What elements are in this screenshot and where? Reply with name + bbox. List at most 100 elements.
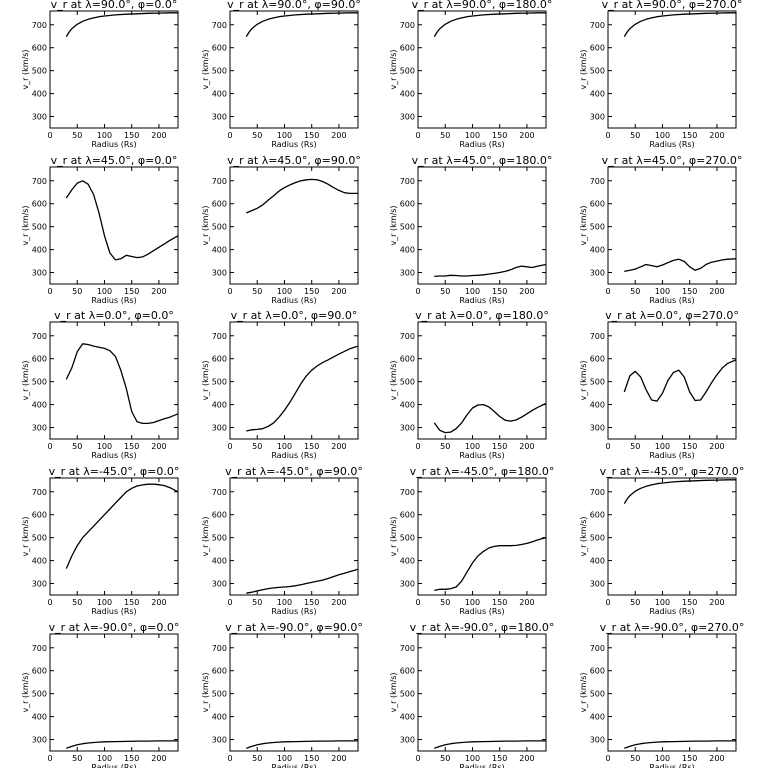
panel-title: v_r at λ=-45.0°, φ=180.0° [410, 465, 555, 478]
y-axis-label: v_r (km/s) [389, 49, 398, 89]
x-axis-label: Radius (Rs) [649, 140, 694, 149]
y-tick-label: 600 [590, 44, 605, 53]
y-tick-label: 600 [212, 355, 227, 364]
y-axis-label: v_r (km/s) [21, 205, 30, 245]
x-axis-label: Radius (Rs) [271, 763, 316, 768]
series-line [246, 568, 359, 594]
y-tick-label: 500 [212, 378, 227, 387]
x-tick-label: 0 [227, 754, 232, 763]
x-tick-label: 50 [252, 287, 262, 296]
y-axis-label: v_r (km/s) [21, 516, 30, 556]
y-tick-label: 300 [32, 113, 47, 122]
series-line [65, 483, 179, 569]
y-tick-label: 500 [32, 378, 47, 387]
x-tick-label: 0 [47, 598, 52, 607]
chart-panel: v_r at λ=-90.0°, φ=90.0° 0 50 100 150 200 300 4… [201, 621, 363, 768]
y-tick-label: 300 [590, 580, 605, 589]
y-axis-label: v_r (km/s) [579, 516, 588, 556]
y-tick-label: 400 [32, 90, 47, 99]
y-tick-label: 400 [212, 713, 227, 722]
y-tick-label: 300 [212, 580, 227, 589]
y-axis-label: v_r (km/s) [21, 360, 30, 400]
y-tick-label: 300 [400, 736, 415, 745]
x-tick-label: 200 [331, 442, 346, 451]
y-tick-label: 700 [212, 332, 227, 341]
chart-panel: v_r at λ=-45.0°, φ=90.0° 0 50 100 150 200 300 4… [201, 465, 363, 616]
x-tick-label: 150 [682, 442, 697, 451]
x-tick-label: 100 [277, 754, 292, 763]
series-line [65, 12, 178, 38]
y-tick-label: 600 [590, 200, 605, 209]
plot-frame [417, 10, 547, 129]
x-tick-label: 100 [465, 598, 480, 607]
x-tick-label: 200 [331, 754, 346, 763]
y-tick-label: 400 [590, 246, 605, 255]
x-tick-label: 200 [519, 754, 534, 763]
x-tick-label: 0 [605, 442, 610, 451]
y-axis-label: v_r (km/s) [389, 205, 398, 245]
panel-title: v_r at λ=0.0°, φ=180.0° [415, 309, 549, 322]
x-tick-label: 100 [465, 287, 480, 296]
y-axis-label: v_r (km/s) [389, 672, 398, 712]
plot-frame [49, 633, 179, 752]
x-tick-label: 200 [151, 287, 166, 296]
plot-frame [229, 633, 359, 752]
x-tick-label: 100 [655, 598, 670, 607]
x-tick-label: 0 [227, 131, 232, 140]
plot-frame [607, 10, 737, 129]
y-tick-label: 400 [590, 557, 605, 566]
x-tick-label: 50 [630, 287, 640, 296]
y-tick-label: 600 [32, 511, 47, 520]
y-tick-label: 400 [400, 713, 415, 722]
chart-panel: v_r at λ=45.0°, φ=90.0° 0 50 100 150 200 300 40… [201, 154, 361, 305]
x-tick-label: 100 [655, 442, 670, 451]
chart-panel: v_r at λ=90.0°, φ=0.0° 0 50 100 150 200 300 400… [21, 0, 179, 149]
plot-frame [417, 166, 547, 285]
x-tick-label: 0 [605, 131, 610, 140]
x-tick-label: 50 [72, 131, 82, 140]
x-tick-label: 100 [277, 442, 292, 451]
x-tick-label: 0 [47, 754, 52, 763]
chart-panel: v_r at λ=0.0°, φ=90.0° 0 50 100 150 200 300 400… [201, 309, 359, 460]
y-axis-label: v_r (km/s) [579, 672, 588, 712]
y-tick-label: 300 [212, 113, 227, 122]
y-tick-label: 500 [212, 67, 227, 76]
y-tick-label: 700 [400, 488, 415, 497]
y-tick-label: 700 [32, 644, 47, 653]
plot-frame [607, 477, 737, 596]
y-tick-label: 400 [32, 401, 47, 410]
y-tick-label: 600 [400, 200, 415, 209]
x-tick-label: 150 [124, 287, 139, 296]
plot-frame [417, 477, 547, 596]
x-tick-label: 100 [655, 287, 670, 296]
x-tick-label: 200 [331, 598, 346, 607]
x-tick-label: 100 [655, 754, 670, 763]
x-tick-label: 50 [252, 598, 262, 607]
y-tick-label: 700 [400, 644, 415, 653]
x-tick-label: 50 [630, 131, 640, 140]
y-tick-label: 400 [590, 90, 605, 99]
series-line [623, 359, 737, 402]
x-axis-label: Radius (Rs) [271, 451, 316, 460]
plot-frame [229, 166, 359, 285]
x-tick-label: 50 [72, 754, 82, 763]
x-tick-label: 150 [492, 754, 507, 763]
x-tick-label: 0 [415, 131, 420, 140]
x-tick-label: 50 [440, 131, 450, 140]
x-axis-label: Radius (Rs) [91, 607, 136, 616]
y-tick-label: 300 [400, 113, 415, 122]
y-tick-label: 500 [590, 534, 605, 543]
y-axis-label: v_r (km/s) [201, 205, 210, 245]
x-tick-label: 0 [605, 598, 610, 607]
x-tick-label: 200 [151, 598, 166, 607]
series-line [624, 740, 736, 749]
y-tick-label: 700 [400, 177, 415, 186]
y-tick-label: 400 [32, 713, 47, 722]
x-tick-label: 150 [682, 287, 697, 296]
x-tick-label: 0 [227, 287, 232, 296]
y-tick-label: 400 [32, 246, 47, 255]
y-tick-label: 300 [212, 424, 227, 433]
x-axis-label: Radius (Rs) [91, 451, 136, 460]
plot-frame [607, 321, 737, 440]
